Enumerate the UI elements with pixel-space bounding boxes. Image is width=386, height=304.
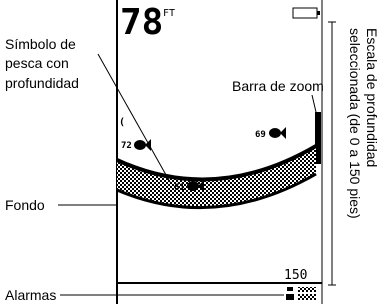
fish-depth: 69 xyxy=(255,130,266,140)
fish-symbol: 69 xyxy=(255,127,286,140)
callout-label: Fondo xyxy=(5,197,45,213)
fish-arch: ( xyxy=(119,117,125,128)
battery-icon xyxy=(293,8,320,18)
callout-label: Escala de profundidad xyxy=(364,28,380,167)
callout-label: profundidad xyxy=(5,75,79,91)
fish-depth: 61 xyxy=(174,183,185,193)
fish-depth: 72 xyxy=(121,141,132,151)
alarm-icons xyxy=(286,287,316,300)
bottom-band xyxy=(117,146,316,208)
depth-reading: 78 xyxy=(120,2,163,43)
depth-unit: FT xyxy=(163,8,175,19)
scale-max: 150 xyxy=(284,268,307,283)
callout-label: pesca con xyxy=(5,55,69,71)
callout-label: Símbolo de xyxy=(5,36,76,52)
leader-line xyxy=(98,54,170,182)
callout-label: seleccionada (de 0 a 150 pies) xyxy=(347,28,363,219)
diagram: 78 FT ( 72 61 69 150 Símbolo de pesca co… xyxy=(0,0,386,304)
callout-label: Barra de zoom xyxy=(232,78,324,94)
leader-line xyxy=(312,95,316,112)
callout-label: Alarmas xyxy=(5,287,56,303)
